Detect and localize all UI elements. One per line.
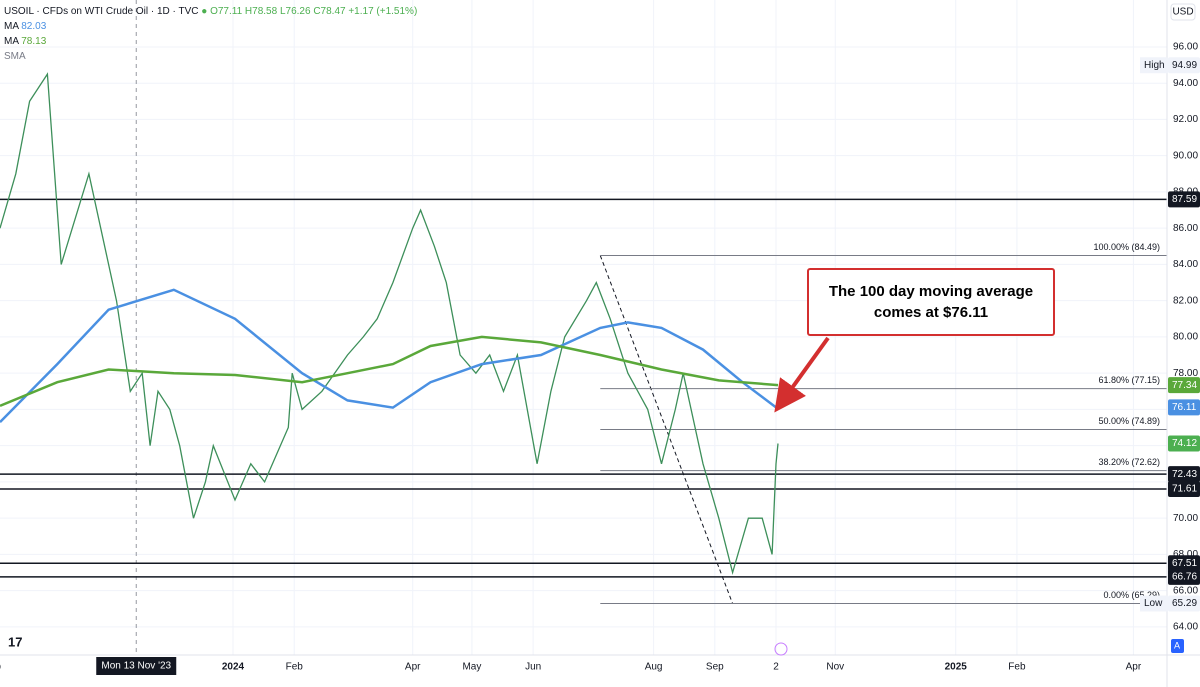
price-tag (1168, 57, 1200, 74)
fib-label: 100.00% (84.49) (1093, 242, 1160, 252)
x-tick-label: Feb (286, 662, 304, 673)
x-tick-label: Apr (1126, 662, 1142, 673)
price-tag-label: 67.51 (1172, 558, 1197, 569)
fib-label: 50.00% (74.89) (1098, 416, 1160, 426)
y-tick-label: 86.00 (1173, 223, 1198, 234)
price-tag-label: 71.61 (1172, 484, 1197, 495)
y-tick-label: 92.00 (1173, 114, 1198, 125)
x-tick-label: Aug (645, 662, 663, 673)
price-tag (1168, 191, 1200, 208)
legend-header: USOIL · CFDs on WTI Crude Oil · 1D · TVC… (4, 6, 418, 62)
tag-caption-bg (1140, 57, 1168, 74)
price-tag (1168, 466, 1200, 483)
price-tag-label: 74.12 (1172, 438, 1197, 449)
x-tick-label: Jun (525, 662, 541, 673)
price-tag-label: 66.76 (1172, 572, 1197, 583)
annotation: The 100 day moving average comes at $76.… (807, 268, 1055, 336)
price-tag (1168, 480, 1200, 497)
crosshair-label-bg (96, 657, 177, 675)
crosshair-label: Mon 13 Nov '23 (101, 661, 171, 672)
price-tag-label: 77.34 (1172, 380, 1197, 391)
x-tick-label: Sep (0, 662, 1, 673)
y-tick-label: 64.00 (1173, 622, 1198, 633)
y-tick-label: 68.00 (1173, 549, 1198, 560)
price-tag (1168, 435, 1200, 452)
price-tag-label: 87.59 (1172, 194, 1197, 205)
price-tag (1168, 568, 1200, 585)
indicator-value: 82.03 (21, 21, 47, 32)
x-tick-label: Sep (706, 662, 724, 673)
price-tag (1168, 595, 1200, 612)
y-tick-label: 82.00 (1173, 295, 1198, 306)
price-tag-label: 65.29 (1172, 598, 1197, 609)
tag-caption: High (1144, 60, 1165, 71)
indicator-value: 78.13 (21, 36, 47, 47)
currency[interactable]: USD (1172, 7, 1193, 18)
price-tag (1168, 399, 1200, 416)
indicator-name[interactable]: MA (4, 21, 19, 32)
auto-scale-button[interactable] (1171, 639, 1184, 653)
price-tag (1168, 555, 1200, 572)
fib-label: 38.20% (72.62) (1098, 457, 1160, 467)
x-tick-label: May (462, 662, 481, 673)
series-line (0, 335, 779, 407)
fib-label: 61.80% (77.15) (1098, 375, 1160, 385)
logo: 17 (8, 634, 22, 649)
auto-scale-icon[interactable]: A (1174, 640, 1180, 650)
x-tick-label: 2 (773, 662, 779, 673)
plot-area: 100.00% (84.49) 61.80% (77.15) 50.00% (74.… (0, 0, 1167, 655)
indicator-name[interactable]: MA (4, 36, 19, 47)
indicator-name[interactable]: SMA (4, 51, 26, 62)
fib-label: 0.00% (65.29) (1103, 590, 1160, 600)
ohlc: O77.11 H78.58 L76.26 C78.47 +1.17 (+1.51… (210, 6, 418, 17)
symbol[interactable]: USOIL · CFDs on WTI Crude Oil · 1D · TVC (4, 6, 199, 17)
tag-caption-bg (1140, 595, 1168, 612)
y-tick-label: 84.00 (1173, 259, 1198, 270)
x-tick-label: 2025 (945, 662, 968, 673)
y-tick-label: 70.00 (1173, 513, 1198, 524)
series-line (0, 288, 777, 423)
event-icon[interactable] (774, 642, 788, 656)
price-tag-label: 72.43 (1172, 469, 1197, 480)
y-tick-label: 78.00 (1173, 368, 1198, 379)
x-tick-label: Apr (405, 662, 421, 673)
x-tick-label: Nov (826, 662, 844, 673)
series-line (0, 72, 779, 575)
x-tick-label: Feb (1008, 662, 1026, 673)
price-tag (1168, 377, 1200, 394)
y-tick-label: 66.00 (1173, 585, 1198, 596)
y-tick-label: 80.00 (1173, 332, 1198, 343)
x-tick-label: 2024 (222, 662, 245, 673)
axes: 64.0066.0068.0070.0072.0074.0076.0078.00… (0, 42, 1200, 675)
tag-caption: Low (1144, 598, 1163, 609)
y-tick-label: 96.00 (1173, 42, 1198, 53)
y-tick-label: 94.00 (1173, 78, 1198, 89)
annotation-arrow (774, 336, 830, 413)
y-tick-label: 90.00 (1173, 150, 1198, 161)
price-tag-label: 94.99 (1172, 60, 1197, 71)
price-tag-label: 76.11 (1172, 402, 1197, 413)
fib-trend (599, 255, 734, 604)
currency-box[interactable] (1170, 3, 1196, 21)
